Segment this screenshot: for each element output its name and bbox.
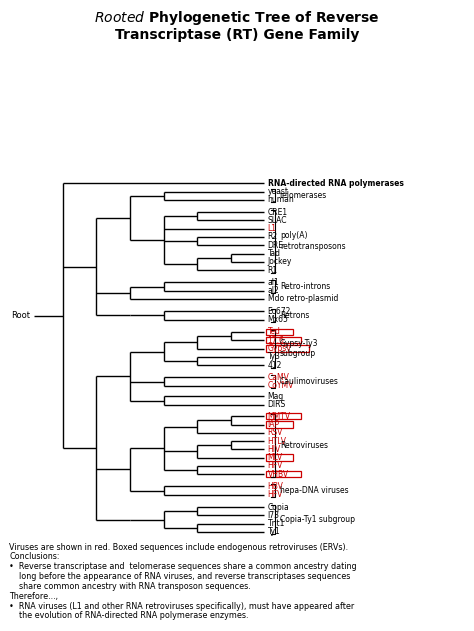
Text: Root: Root xyxy=(11,311,30,320)
Text: poly(A)
retrotransposons: poly(A) retrotransposons xyxy=(280,232,346,251)
Text: Gypsy: Gypsy xyxy=(268,344,292,353)
Text: Ty3: Ty3 xyxy=(268,352,281,362)
Text: Tnt1: Tnt1 xyxy=(268,519,285,528)
Text: Caulimoviruses: Caulimoviruses xyxy=(280,377,338,386)
Text: RNA-directed RNA polymerases: RNA-directed RNA polymerases xyxy=(268,179,403,188)
Text: CoYMV: CoYMV xyxy=(268,381,294,390)
Text: Mag: Mag xyxy=(268,392,284,401)
Text: al1: al1 xyxy=(268,278,279,287)
Text: HTLV: HTLV xyxy=(268,437,287,445)
Text: Ted: Ted xyxy=(268,327,281,336)
Text: Mx65: Mx65 xyxy=(268,315,289,324)
Text: L1: L1 xyxy=(268,224,277,233)
Text: Therefore...,: Therefore..., xyxy=(9,592,58,601)
Text: the evolution of RNA-directed RNA polymerase enzymes.: the evolution of RNA-directed RNA polyme… xyxy=(9,611,249,620)
Text: 17.6: 17.6 xyxy=(268,336,284,345)
Text: R1: R1 xyxy=(268,266,278,274)
Text: VHBV: VHBV xyxy=(268,469,289,478)
Text: Ec672: Ec672 xyxy=(268,307,291,316)
Text: CaMV: CaMV xyxy=(268,373,290,382)
Text: long before the appearance of RNA viruses, and reverse transcriptases sequences: long before the appearance of RNA viruse… xyxy=(9,572,351,581)
Text: telomerases: telomerases xyxy=(280,191,327,200)
Text: Tad: Tad xyxy=(268,249,281,258)
Text: HIV: HIV xyxy=(268,445,281,454)
Text: Mdo retro-plasmid: Mdo retro-plasmid xyxy=(268,295,338,304)
Text: Gypsy-Ty3
subgroup: Gypsy-Ty3 subgroup xyxy=(280,339,318,358)
Text: RSV: RSV xyxy=(268,428,283,437)
Text: human: human xyxy=(268,196,294,204)
Text: Jockey: Jockey xyxy=(268,257,292,266)
Text: IAP: IAP xyxy=(268,420,280,429)
Text: Transcriptase (RT) Gene Family: Transcriptase (RT) Gene Family xyxy=(115,28,359,42)
Text: al2: al2 xyxy=(268,286,279,295)
Text: Retroviruses: Retroviruses xyxy=(280,440,328,450)
Text: DIRS: DIRS xyxy=(268,400,286,409)
Text: Retrons: Retrons xyxy=(280,311,309,320)
Text: Copia-Ty1 subgroup: Copia-Ty1 subgroup xyxy=(280,515,355,524)
Text: HFV: HFV xyxy=(268,461,283,470)
Text: yeast: yeast xyxy=(268,187,289,196)
Text: Conclusions:: Conclusions: xyxy=(9,553,60,562)
Text: Ty1: Ty1 xyxy=(268,528,281,536)
Text: HFV: HFV xyxy=(268,490,283,499)
Text: HBV: HBV xyxy=(268,482,283,491)
Text: Copia: Copia xyxy=(268,503,289,512)
Text: SLAC: SLAC xyxy=(268,216,287,225)
Text: CRE1: CRE1 xyxy=(268,208,288,216)
Text: share common ancestry with RNA transposon sequences.: share common ancestry with RNA transposo… xyxy=(9,582,251,591)
Text: 412: 412 xyxy=(268,360,282,370)
Text: MLV: MLV xyxy=(268,453,283,462)
Text: MMTV: MMTV xyxy=(268,412,291,421)
Text: R2: R2 xyxy=(268,232,278,242)
Text: Viruses are shown in red. Boxed sequences include endogenous retroviruses (ERVs): Viruses are shown in red. Boxed sequence… xyxy=(9,543,348,551)
Text: I73: I73 xyxy=(268,511,280,520)
Text: DRE: DRE xyxy=(268,241,283,250)
Text: hepa-DNA viruses: hepa-DNA viruses xyxy=(280,486,348,495)
Text: $\it{Rooted}$ Phylogenetic Tree of Reverse: $\it{Rooted}$ Phylogenetic Tree of Rever… xyxy=(94,9,380,28)
Text: •  RNA viruses (L1 and other RNA retroviruses specifically), must have appeared : • RNA viruses (L1 and other RNA retrovir… xyxy=(9,601,355,611)
Text: Retro-introns: Retro-introns xyxy=(280,282,330,291)
Text: •  Reverse transcriptase and  telomerase sequences share a common ancestry datin: • Reverse transcriptase and telomerase s… xyxy=(9,562,357,571)
